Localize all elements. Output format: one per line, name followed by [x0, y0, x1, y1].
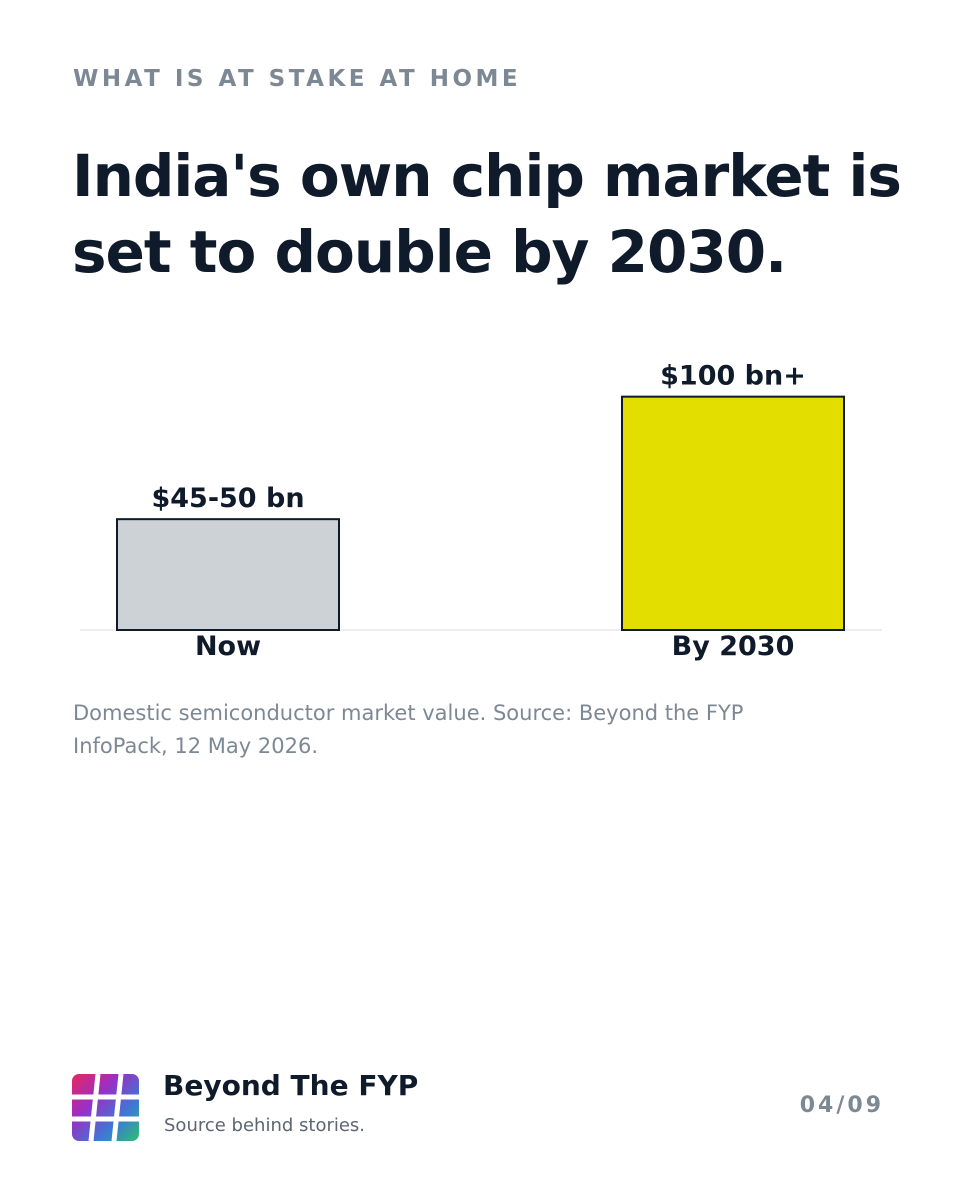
- x-tick-label: Now: [195, 631, 261, 662]
- bar-value-label: $45-50 bn: [151, 483, 304, 514]
- brand-name: Beyond The FYP: [163, 1069, 419, 1102]
- x-tick-label: By 2030: [672, 631, 795, 662]
- bar-chart: $45-50 bn Now $100 bn+ By 2030: [80, 361, 882, 662]
- brand-tagline: Source behind stories.: [164, 1115, 366, 1136]
- bar-by-2030: [621, 395, 845, 631]
- hash-gradient-icon: [72, 1074, 139, 1141]
- kicker: WHAT IS AT STAKE AT HOME: [73, 66, 522, 92]
- chart-caption: Domestic semiconductor market value. Sou…: [73, 701, 744, 758]
- page-title: India's own chip market is set to double…: [72, 142, 902, 286]
- bar-value-label: $100 bn+: [660, 361, 806, 392]
- page-number: 04/09: [799, 1093, 884, 1118]
- bar-now: [116, 518, 340, 632]
